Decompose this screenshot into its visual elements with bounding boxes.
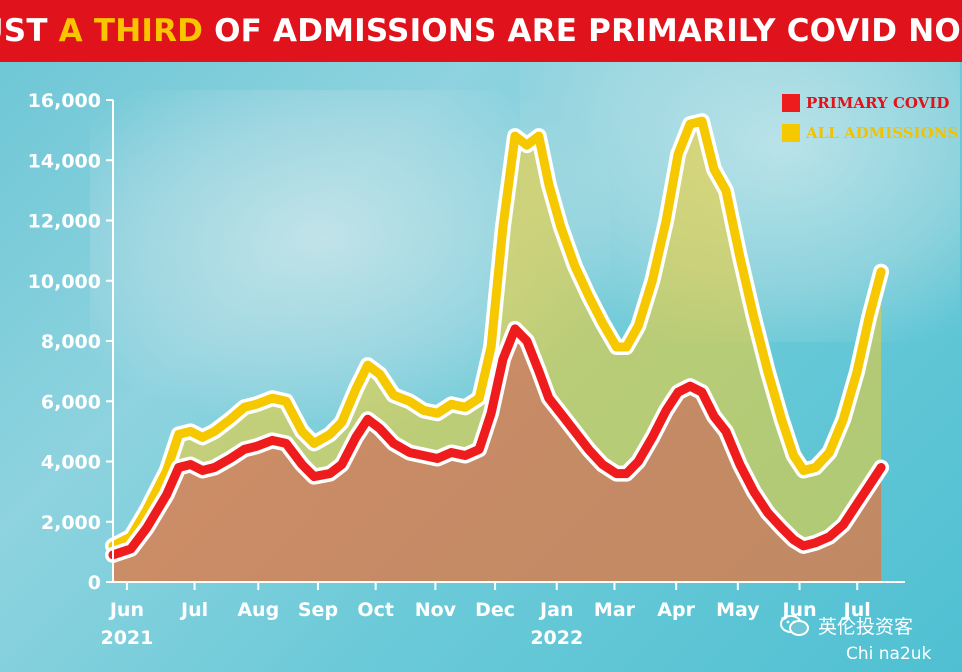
title-part-2: OF ADMISSIONS ARE PRIMARILY COVID NOW: [203, 13, 962, 49]
y-tick-label: 0: [88, 572, 101, 594]
x-ticks: Jun 2021 Jul Aug Sep Oct Nov Dec Jan 2022 Mar Apr Ma…: [100, 582, 871, 649]
series-lines: [105, 113, 890, 563]
x-tick-label: May: [716, 599, 760, 621]
series-line-all-admissions: [108, 116, 886, 551]
credit-text: Chi na2uk: [846, 644, 932, 664]
y-tick-label: 4,000: [41, 452, 101, 474]
y-tick-label: 16,000: [28, 90, 101, 112]
x-tick-label: Oct: [357, 599, 394, 621]
x-tick-label: Jun: [108, 599, 144, 621]
y-tick-label: 2,000: [41, 512, 101, 534]
legend-swatch-primary-covid: [782, 94, 800, 112]
x-tick-label: Aug: [237, 599, 279, 621]
x-tick-label: Nov: [415, 599, 457, 621]
x-year-label: 2021: [100, 627, 153, 649]
y-tick-label: 6,000: [41, 391, 101, 413]
legend-label-primary-covid: PRIMARY COVID: [806, 94, 950, 112]
y-tick-label: 14,000: [28, 150, 101, 172]
legend-item-all-admissions: ALL ADMISSIONS: [782, 118, 958, 148]
title-highlight: A THIRD: [58, 13, 204, 49]
legend-swatch-all-admissions: [782, 124, 800, 142]
y-tick-label: 12,000: [28, 211, 101, 233]
wechat-icon: [780, 614, 810, 638]
x-tick-label: Sep: [298, 599, 338, 621]
legend-label-all-admissions: ALL ADMISSIONS: [806, 124, 959, 142]
y-tick-label: 8,000: [41, 331, 101, 353]
y-ticks: 0 2,000 4,000 6,000 8,000 10,000 12,000 14,000 1…: [28, 90, 113, 594]
x-tick-label: Jul: [179, 599, 208, 621]
title-part-1: JUST: [0, 13, 48, 49]
x-tick-label: Mar: [594, 599, 636, 621]
x-year-label: 2022: [530, 627, 583, 649]
watermark-text: 英伦投资客: [818, 616, 914, 638]
legend-item-primary-covid: PRIMARY COVID: [782, 88, 958, 118]
chart-title: JUST A THIRD OF ADMISSIONS ARE PRIMARILY…: [0, 13, 962, 49]
x-tick-label: Jan: [538, 599, 573, 621]
y-tick-label: 10,000: [28, 271, 101, 293]
wechat-watermark: 英伦投资客: [780, 612, 913, 639]
legend: PRIMARY COVID ALL ADMISSIONS: [782, 88, 958, 148]
x-tick-label: Apr: [657, 599, 695, 621]
x-tick-label: Dec: [475, 599, 515, 621]
x-tick-label: Jul: [842, 599, 871, 621]
headline-banner: JUST A THIRD OF ADMISSIONS ARE PRIMARILY…: [0, 0, 962, 62]
series-line-primary-covid: [108, 324, 886, 560]
